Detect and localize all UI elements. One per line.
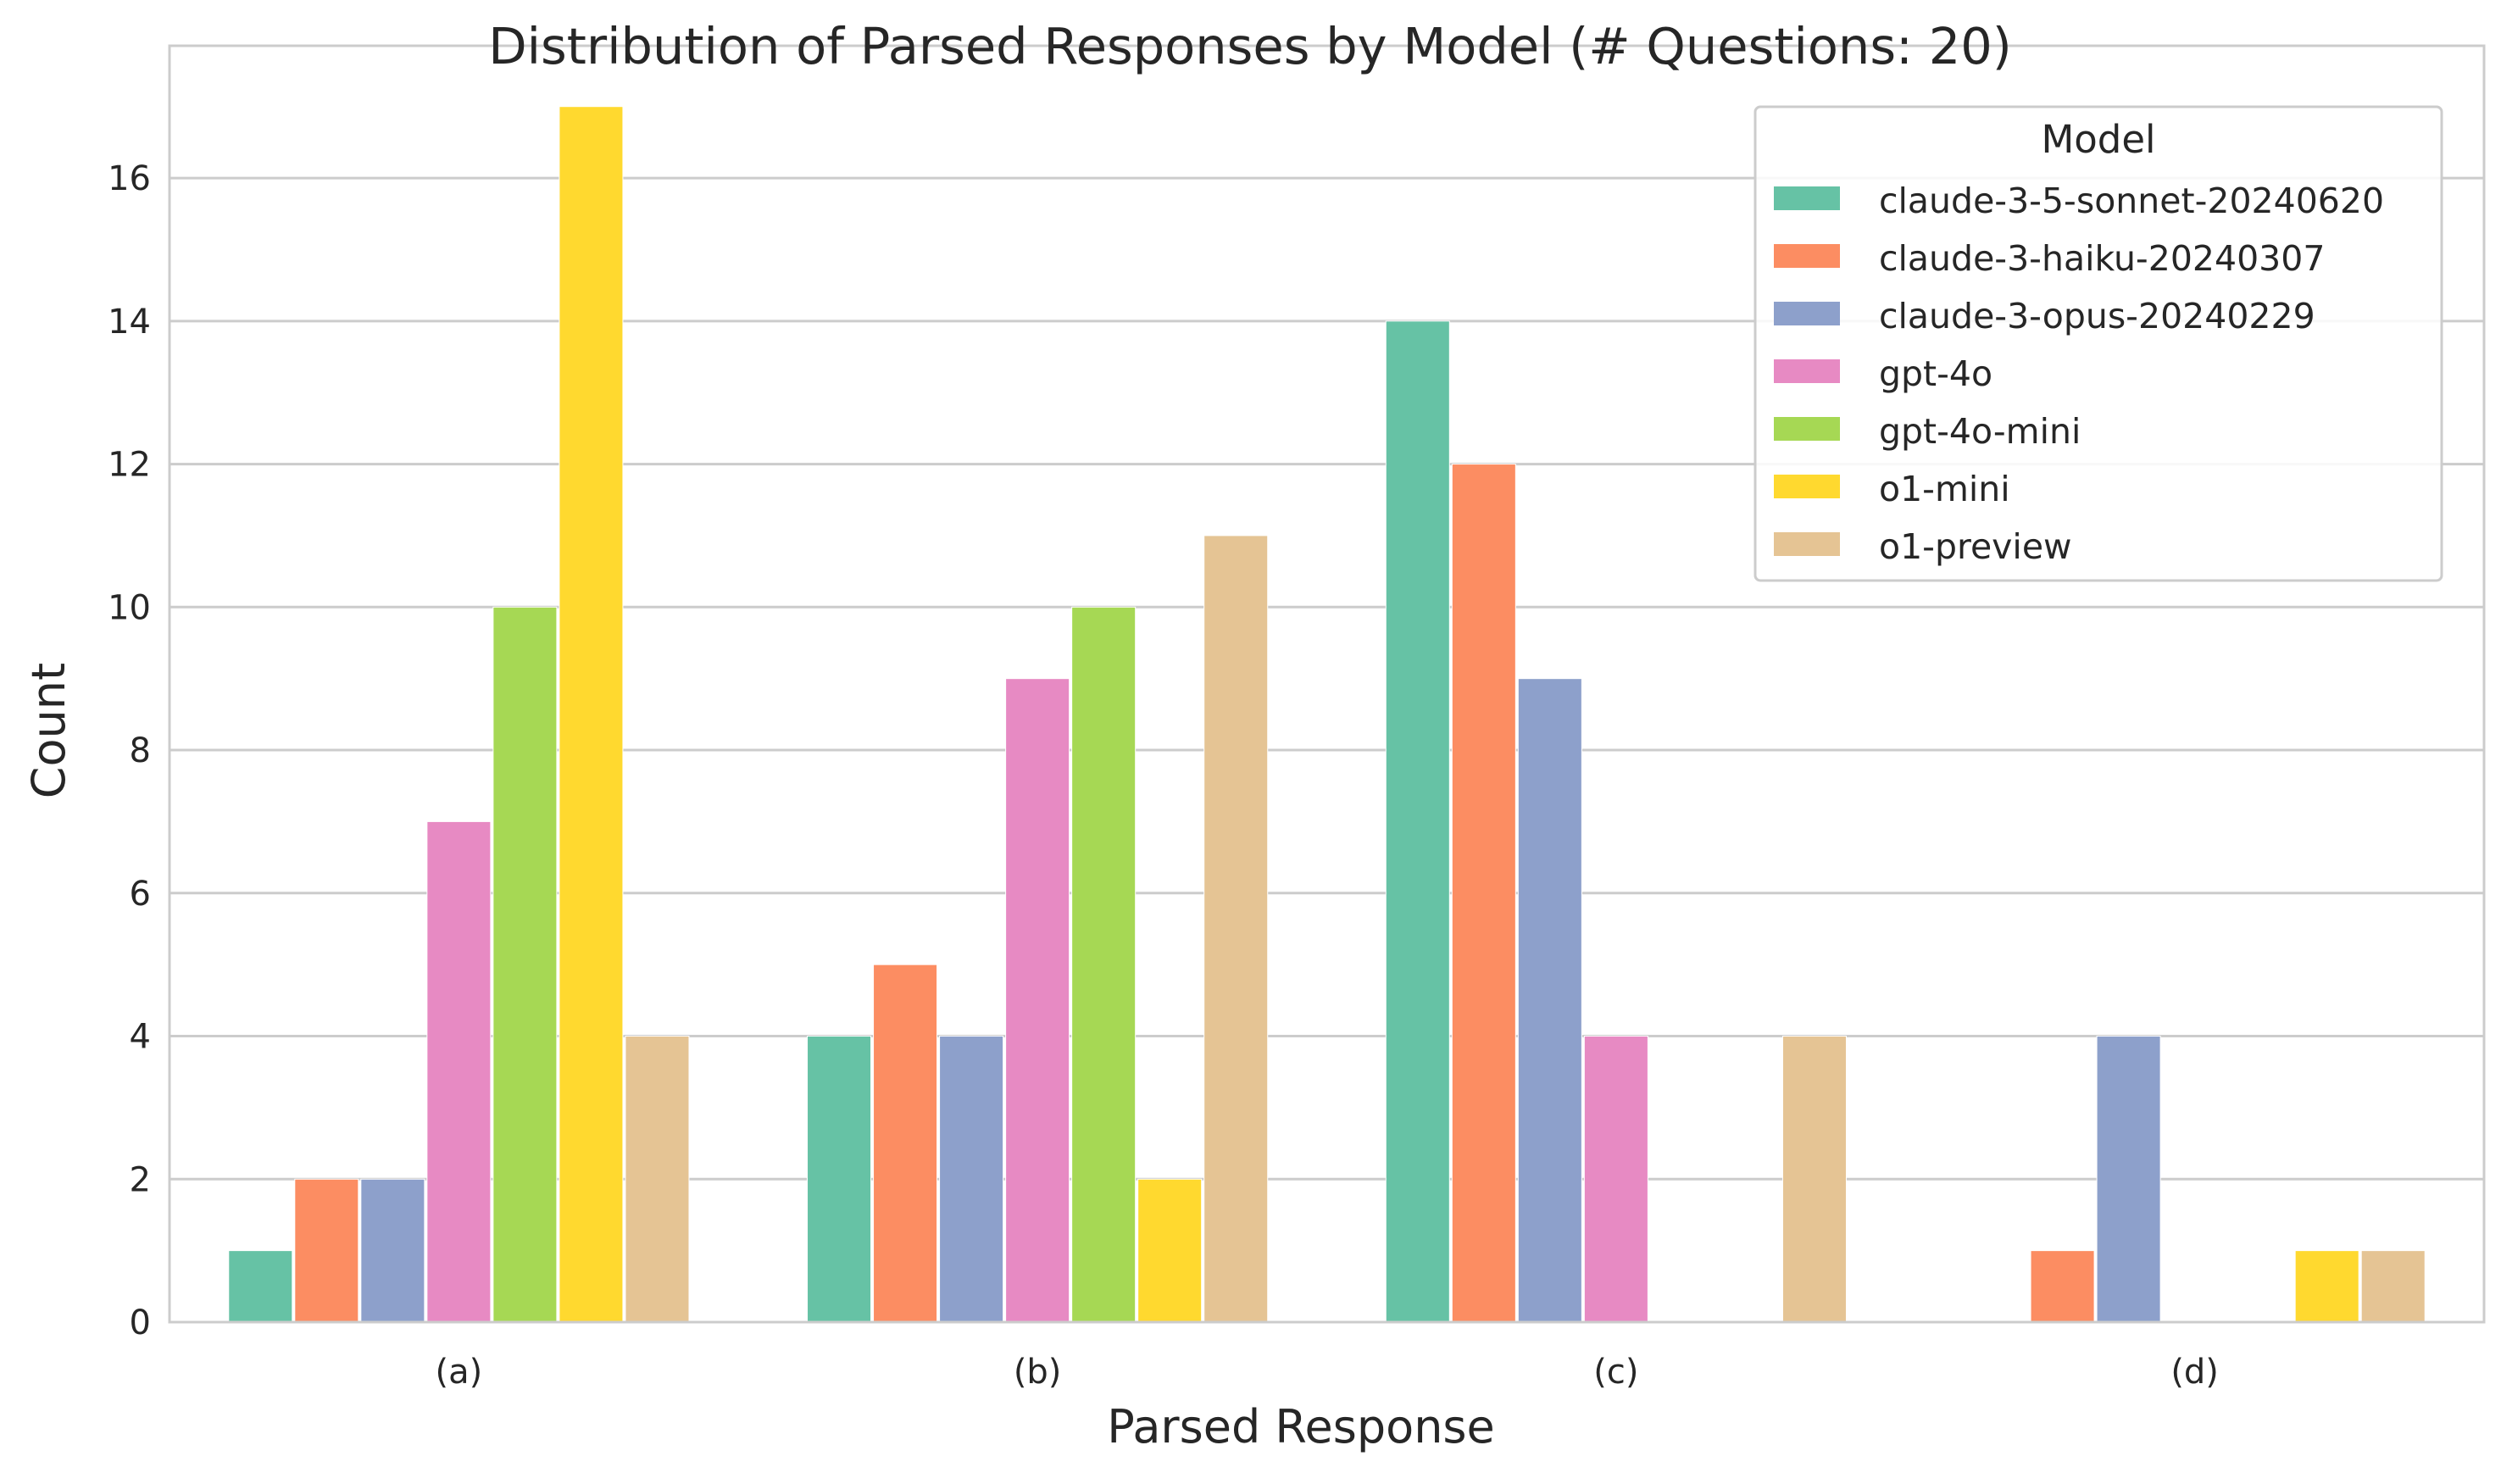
legend: Model claude-3-5-sonnet-20240620 claude-3-… [1753, 105, 2443, 582]
legend-swatch-claude-3-haiku-20240307 [1774, 244, 1840, 268]
y-tick-label: 12 [108, 446, 151, 485]
x-tick-label: (a) [436, 1353, 483, 1392]
y-tick-label: 2 [130, 1160, 151, 1199]
bar-gpt-4o-b [1005, 678, 1070, 1323]
legend-label-o1-mini: o1-mini [1879, 469, 2010, 509]
bar-o1-preview-b [1203, 535, 1269, 1323]
bar-claude-3-haiku-20240307-b [873, 964, 938, 1323]
legend-swatch-o1-preview [1774, 532, 1840, 556]
bar-gpt-4o-c [1583, 1036, 1648, 1323]
y-tick-labels: 0 2 4 6 8 10 12 14 16 [108, 159, 151, 1342]
y-tick-label: 8 [130, 731, 151, 770]
bar-claude-3-haiku-20240307-d [2030, 1250, 2095, 1323]
bar-o1-mini-b [1137, 1178, 1203, 1323]
bar-claude-3-opus-20240229-b [939, 1036, 1004, 1323]
bar-o1-preview-d [2360, 1250, 2426, 1323]
legend-swatch-gpt-4o-mini [1774, 417, 1840, 441]
bar-claude-3-opus-20240229-d [2096, 1036, 2161, 1323]
legend-label-claude-3-opus-20240229: claude-3-opus-20240229 [1879, 296, 2315, 336]
bar-o1-mini-a [559, 106, 624, 1323]
bar-claude-3-opus-20240229-c [1517, 678, 1582, 1323]
bars [228, 106, 2426, 1323]
legend-label-o1-preview: o1-preview [1879, 526, 2072, 567]
chart-title: Distribution of Parsed Responses by Mode… [488, 17, 2012, 75]
bar-claude-3-opus-20240229-a [360, 1178, 425, 1323]
y-axis-label: Count [22, 663, 75, 798]
legend-title: Model [2041, 117, 2155, 162]
y-tick-label: 14 [108, 303, 151, 342]
bar-gpt-4o-mini-a [492, 606, 558, 1323]
legend-swatch-o1-mini [1774, 475, 1840, 498]
bar-claude-3-5-sonnet-20240620-a [228, 1250, 293, 1323]
legend-swatch-gpt-4o [1774, 359, 1840, 383]
bar-claude-3-haiku-20240307-a [294, 1178, 359, 1323]
x-tick-labels: (a) (b) (c) (d) [436, 1353, 2219, 1392]
x-tick-label: (b) [1014, 1353, 1062, 1392]
legend-label-gpt-4o-mini: gpt-4o-mini [1879, 411, 2081, 452]
y-tick-label: 4 [130, 1018, 151, 1057]
legend-swatch-claude-3-opus-20240229 [1774, 302, 1840, 325]
legend-label-claude-3-5-sonnet-20240620: claude-3-5-sonnet-20240620 [1879, 181, 2384, 221]
y-tick-label: 10 [108, 588, 151, 627]
legend-label-claude-3-haiku-20240307: claude-3-haiku-20240307 [1879, 238, 2325, 279]
bar-gpt-4o-a [426, 820, 492, 1323]
y-tick-label: 16 [108, 159, 151, 198]
bar-claude-3-5-sonnet-20240620-b [807, 1036, 872, 1323]
bar-claude-3-haiku-20240307-c [1451, 464, 1516, 1323]
bar-gpt-4o-mini-b [1071, 606, 1137, 1323]
bar-o1-preview-a [625, 1036, 690, 1323]
legend-box [1753, 105, 2443, 582]
bar-o1-mini-d [2294, 1250, 2359, 1323]
plot-frame [168, 44, 2486, 1324]
legend-label-gpt-4o: gpt-4o [1879, 353, 1992, 394]
legend-swatch-claude-3-5-sonnet-20240620 [1774, 186, 1840, 210]
bar-o1-preview-c [1781, 1036, 1847, 1323]
x-axis-label: Parsed Response [1107, 1400, 1495, 1453]
x-tick-label: (c) [1593, 1353, 1638, 1392]
y-tick-label: 0 [130, 1303, 151, 1342]
y-tick-label: 6 [130, 875, 151, 914]
x-tick-label: (d) [2170, 1353, 2219, 1392]
bar-claude-3-5-sonnet-20240620-c [1385, 320, 1450, 1323]
